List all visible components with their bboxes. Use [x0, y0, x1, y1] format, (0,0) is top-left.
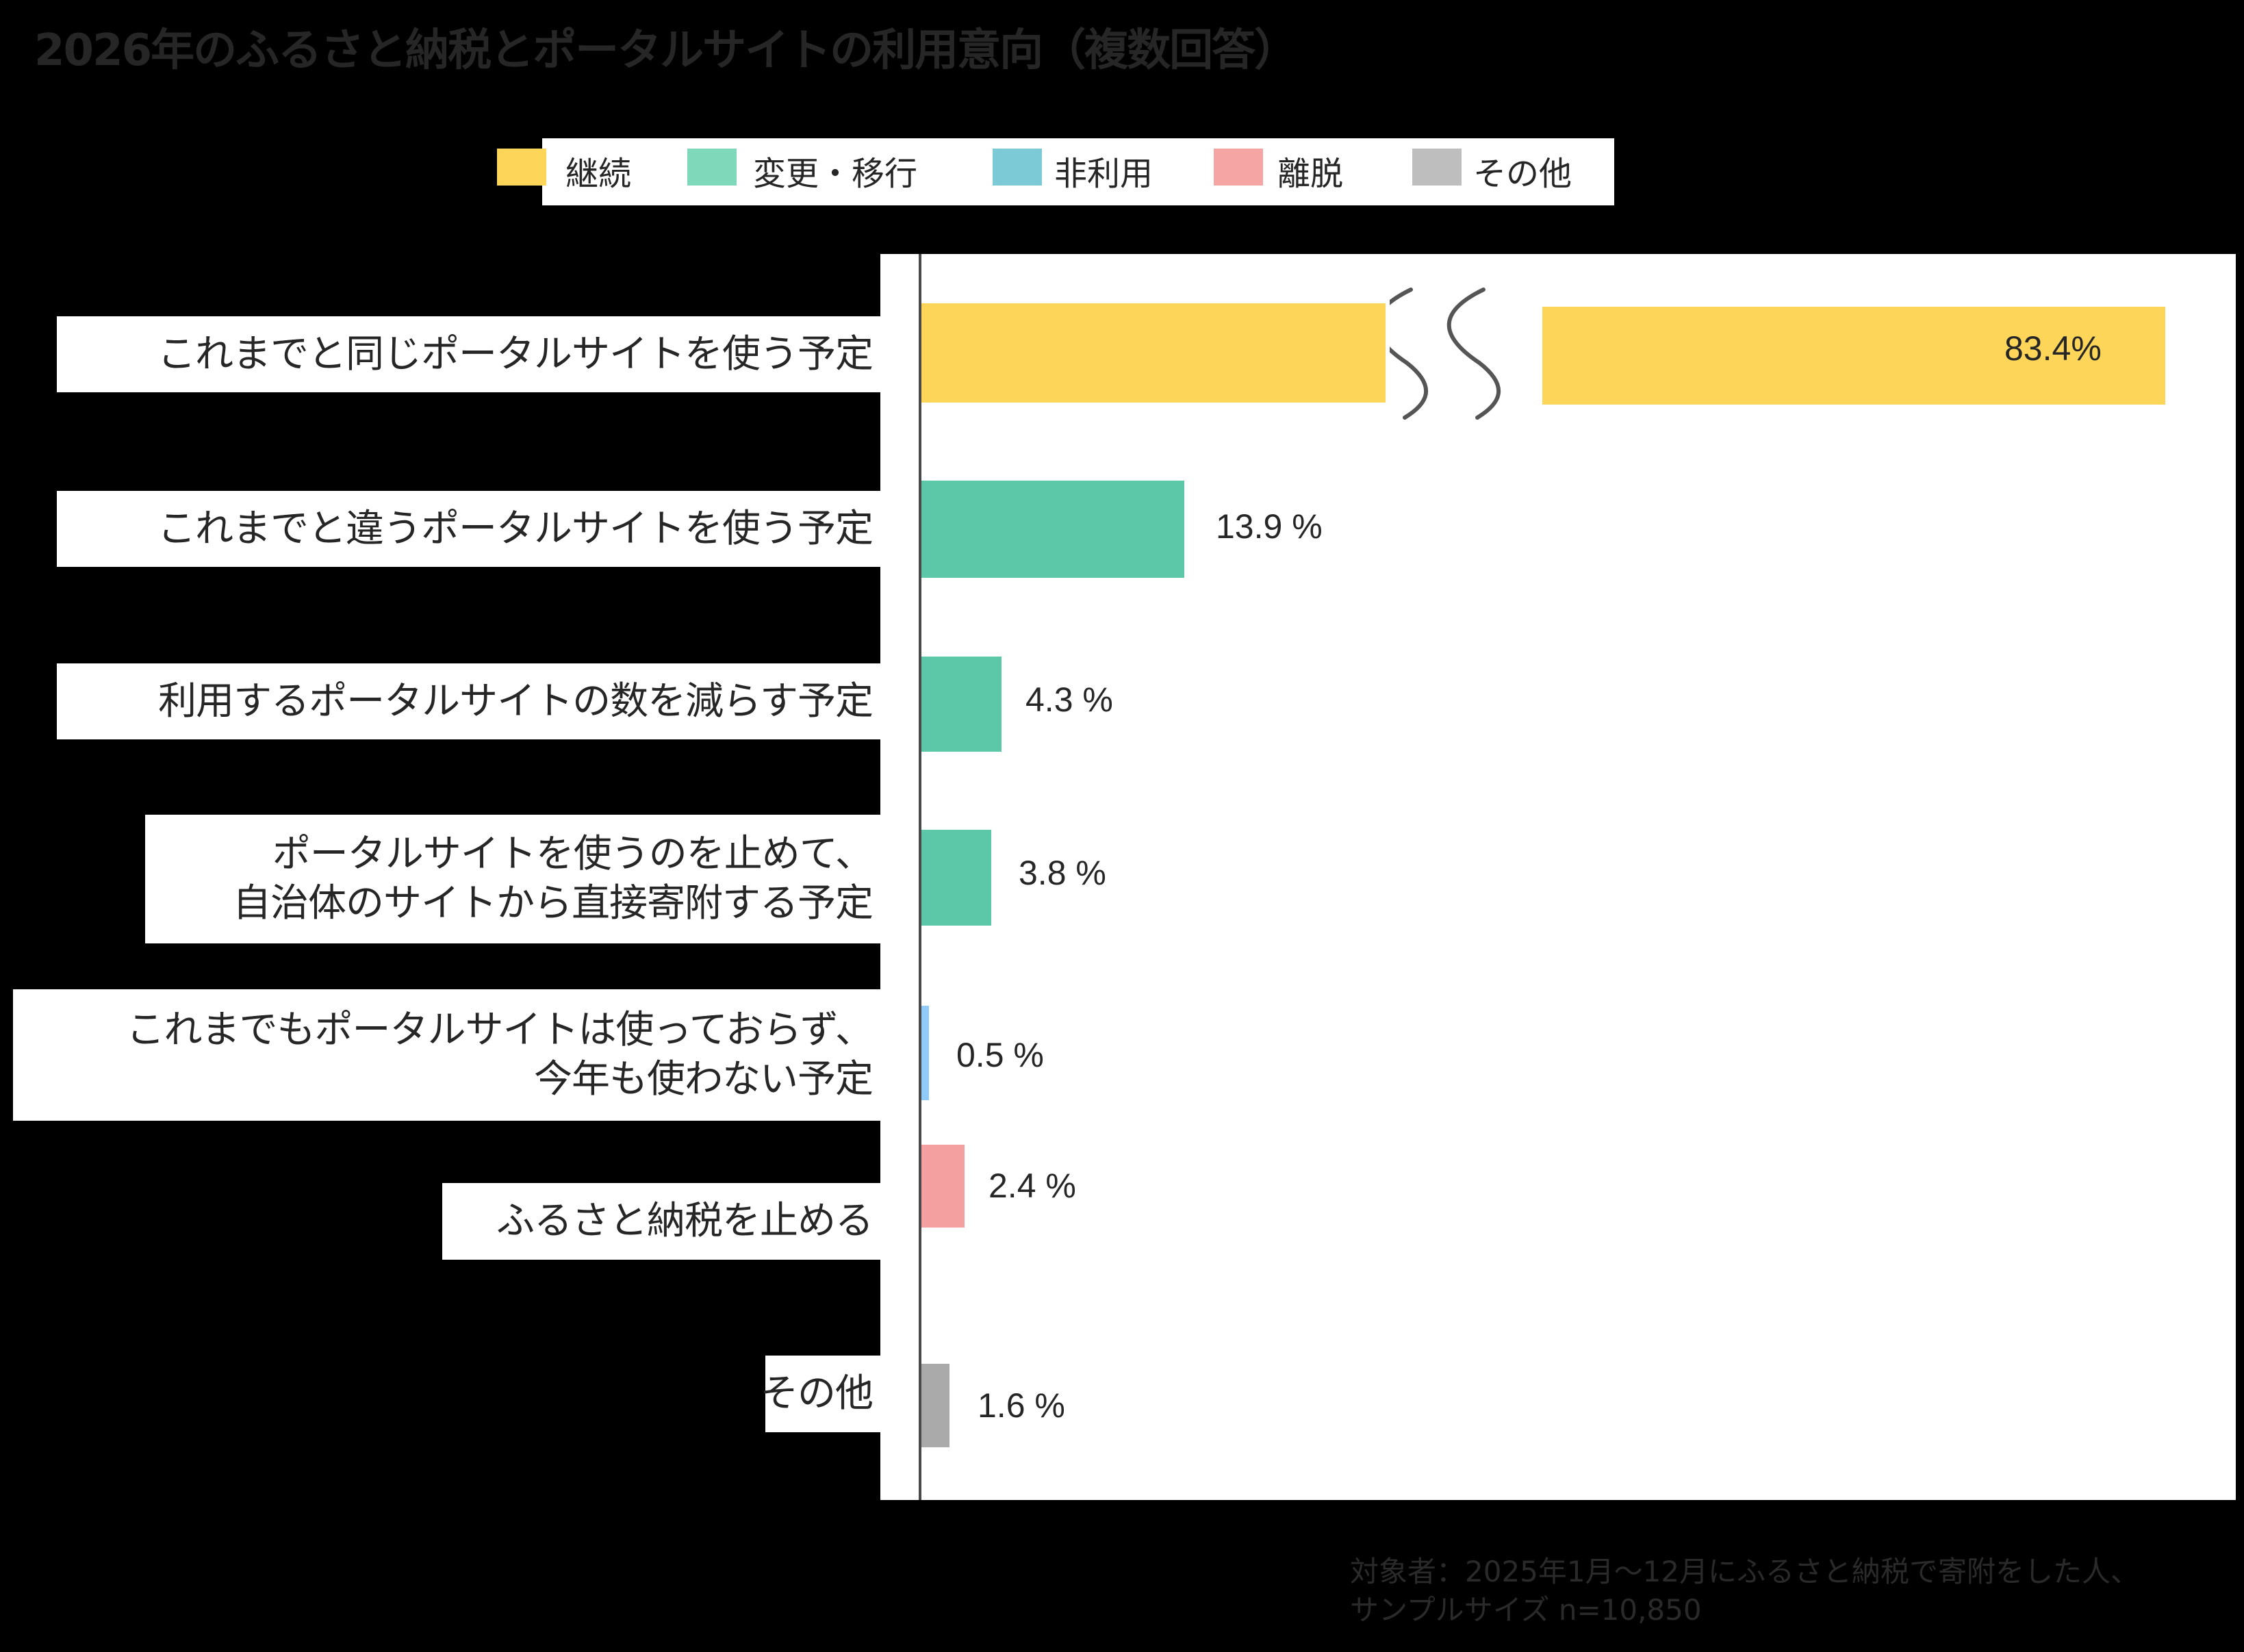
legend-swatch-nonuse	[993, 149, 1042, 186]
category-label-7: その他	[760, 1356, 882, 1432]
footnote: 対象者：2025年1月～12月にふるさと納税で寄附をした人、 サンプルサイズ n…	[1350, 1553, 2139, 1629]
legend-swatch-change	[687, 149, 737, 186]
bar-stop-furusato	[921, 1145, 965, 1228]
legend-label-other: その他	[1473, 155, 1572, 193]
value-label-reduce-portals: 4.3 %	[1025, 681, 1113, 719]
category-label-1: これまでと同じポータルサイトを使う予定	[57, 316, 882, 392]
category-label-5: これまでもポータルサイトは使っておらず、 今年も使わない予定	[13, 989, 882, 1121]
bar-not-using	[921, 1006, 929, 1100]
value-label-same-portal: 83.4%	[2004, 329, 2102, 368]
value-label-direct-municipality: 3.8 %	[1019, 854, 1106, 892]
category-label-6: ふるさと納税を止める	[442, 1183, 882, 1260]
bar-same-portal-segment-2	[1542, 307, 2165, 405]
footnote-target: 対象者：2025年1月～12月にふるさと納税で寄附をした人、	[1350, 1555, 2140, 1588]
value-label-not-using: 0.5 %	[956, 1036, 1044, 1074]
value-label-stop-furusato: 2.4 %	[989, 1167, 1076, 1205]
bar-reduce-portals	[921, 657, 1002, 752]
legend-swatch-other	[1412, 149, 1462, 186]
bar-different-portal	[921, 481, 1184, 578]
plot-area	[880, 254, 2236, 1500]
legend-label-nonuse: 非利用	[1054, 155, 1153, 193]
category-label-4: ポータルサイトを使うのを止めて、 自治体のサイトから直接寄附する予定	[145, 815, 882, 943]
footnote-sample-size: サンプルサイズ n=10,850	[1350, 1593, 1702, 1627]
category-label-2: これまでと違うポータルサイトを使う予定	[57, 491, 882, 567]
axis-break-icon	[1390, 288, 1501, 420]
value-label-different-portal: 13.9 %	[1216, 507, 1323, 546]
category-label-3: 利用するポータルサイトの数を減らす予定	[57, 663, 882, 739]
legend-swatch-continue	[497, 149, 546, 186]
chart-title: 2026年のふるさと納税とポータルサイトの利用意向（複数回答）	[34, 25, 1298, 76]
bar-same-portal-segment-1	[921, 303, 1386, 403]
legend-label-leave: 離脱	[1277, 155, 1344, 193]
bar-other	[921, 1364, 949, 1447]
y-axis-line	[919, 254, 921, 1500]
legend-swatch-leave	[1214, 149, 1263, 186]
value-label-other: 1.6 %	[978, 1386, 1065, 1425]
legend-label-change: 変更・移行	[753, 155, 918, 193]
bar-direct-municipality	[921, 830, 991, 926]
legend-label-continue: 継続	[565, 155, 632, 193]
